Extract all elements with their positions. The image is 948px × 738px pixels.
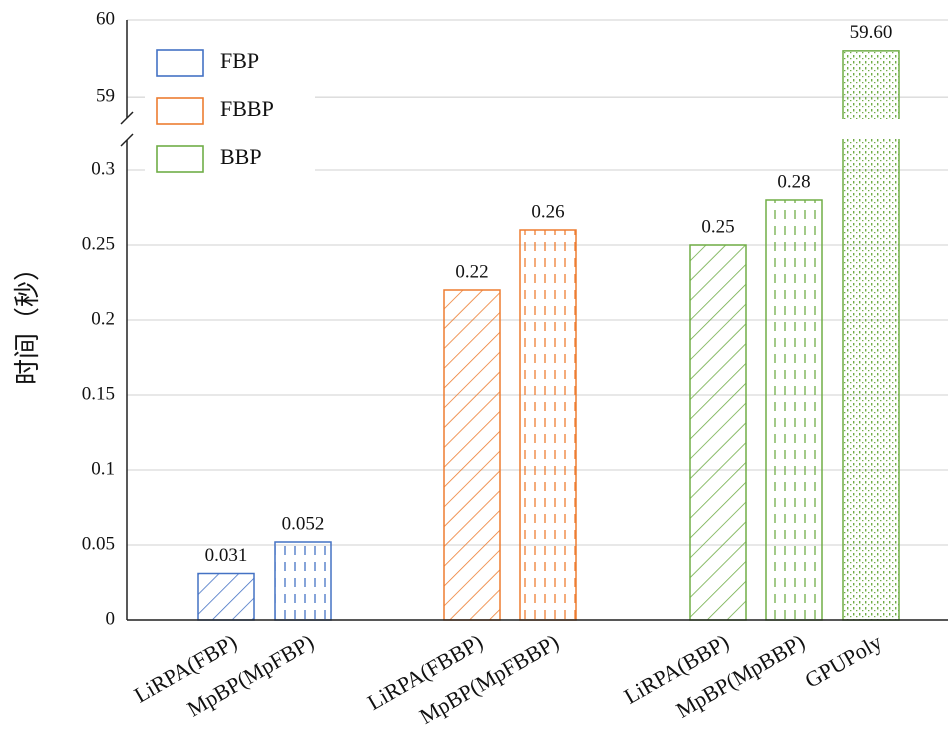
legend-label: BBP: [220, 144, 262, 169]
value-label: 0.28: [777, 171, 810, 192]
bar: [519, 229, 577, 621]
value-label: 0.26: [531, 201, 564, 222]
y-tick-label: 0: [106, 608, 116, 629]
y-tick-label: 0.3: [91, 158, 115, 179]
legend-label: FBBP: [220, 96, 274, 121]
value-label: 0.052: [282, 513, 325, 534]
legend-background: [145, 40, 315, 180]
bar: [197, 572, 255, 621]
axis-break-mark: [120, 133, 134, 147]
y-tick-label: 0.1: [91, 458, 115, 479]
value-label: 59.60: [850, 22, 893, 43]
bar: [842, 50, 900, 621]
value-label: 0.25: [701, 216, 734, 237]
x-tick-label: MpBP(MpBBP): [672, 629, 809, 723]
bar: [689, 244, 747, 621]
legend-label: FBP: [220, 48, 259, 73]
axis-break-gap: [128, 119, 948, 139]
bar: [765, 199, 823, 621]
y-axis-label: 时间（秒）: [13, 255, 42, 385]
y-tick-label: 0.05: [82, 533, 115, 554]
legend-swatch: [156, 145, 204, 173]
value-label: 0.031: [205, 545, 248, 566]
legend-swatch: [156, 97, 204, 125]
y-tick-label: 60: [96, 8, 115, 29]
y-tick-label: 0.15: [82, 383, 115, 404]
bar: [443, 289, 501, 621]
legend-swatch: [156, 49, 204, 77]
value-label: 0.22: [455, 261, 488, 282]
y-tick-label: 0.25: [82, 233, 115, 254]
axis-break-mark: [120, 111, 134, 125]
y-tick-label: 59: [96, 86, 115, 107]
y-tick-label: 0.2: [91, 308, 115, 329]
bar: [274, 541, 332, 621]
x-tick-label: GPUPoly: [800, 629, 886, 693]
